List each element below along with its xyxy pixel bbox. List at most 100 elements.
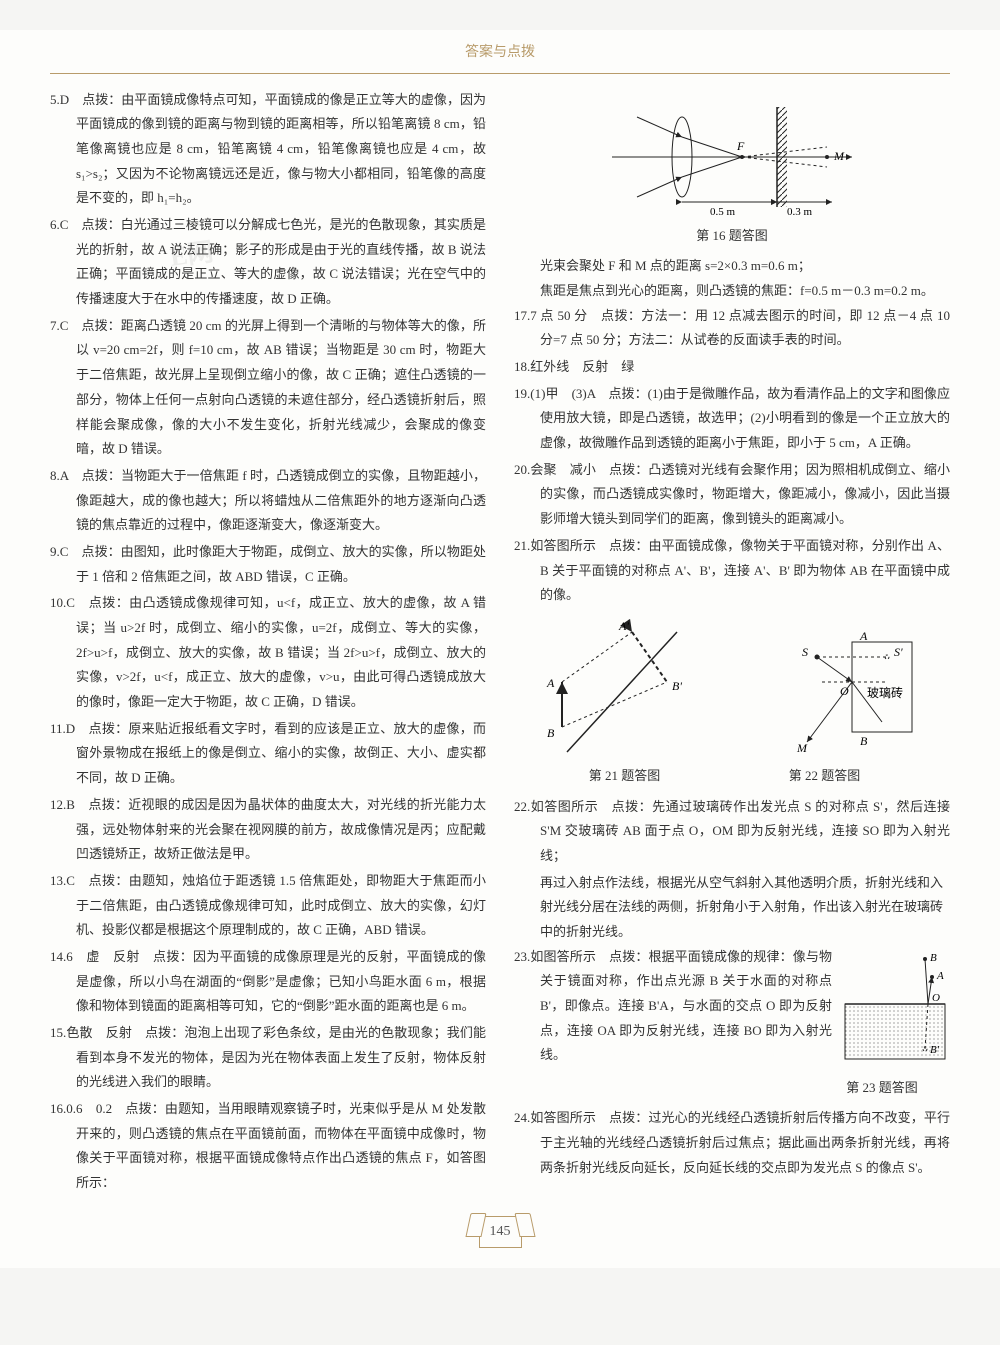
item-22-cont: 再过入射点作法线，根据光从空气斜射入其他透明介质，折射光线和入射光线分居在法线的… <box>514 871 950 945</box>
item-text: B 点拨：近视眼的成因是因为晶状体的曲度太大，对光线的折光能力太强，远处物体射来… <box>66 797 486 861</box>
item-number: 7. <box>50 318 60 333</box>
item-number: 15. <box>50 1025 66 1040</box>
figure-22-svg: 玻璃砖 A B S S' O M <box>722 612 927 762</box>
figure-22-wrap: 玻璃砖 A B S S' O M <box>722 612 927 789</box>
item-text: D 点拨：由平面镜成像特点可知，平面镜成的像是正立等大的虚像，因为平面镜成的像到… <box>60 92 486 206</box>
figure-21-caption: 第 21 题答图 <box>537 764 712 789</box>
item-text: 如图答所示 点拨：根据平面镜成像的规律：像与物关于镜面对称，作出点光源 B 关于… <box>530 949 832 1063</box>
figure-23-caption: 第 23 题答图 <box>840 1076 950 1101</box>
item-text: 色散 反射 点拨：泡泡上出现了彩色条纹，是由光的色散现象；我们能看到本身不发光的… <box>66 1025 486 1089</box>
item-text: C 点拨：距离凸透镜 20 cm 的光屏上得到一个清晰的与物体等大的像，所以 v… <box>60 318 486 456</box>
right-column: F M 0.5 m 0.3 m 第 16 题答图 光束会聚处 F 和 M 点的距… <box>514 88 950 1198</box>
label-S: S <box>802 645 808 659</box>
item-text: C 点拨：由题知，烛焰位于距透镜 1.5 倍焦距处，即物距大于焦距而小于二倍焦距… <box>66 873 486 937</box>
item-text: C 点拨：由图知，此时像距大于物距，成倒立、放大的实像，所以物距处于 1 倍和 … <box>60 544 486 584</box>
label-M: M <box>833 149 845 163</box>
label-Sp: S' <box>894 645 903 659</box>
item-text: 7 点 50 分 点拨：方法一：用 12 点减去图示的时间，即 12 点－4 点… <box>530 308 950 348</box>
item-number: 19. <box>514 386 530 401</box>
answer-item-21: 21.如答图所示 点拨：由平面镜成像，像物关于平面镜对称，分别作出 A、B 关于… <box>514 534 950 608</box>
label-F: F <box>736 139 745 153</box>
page-number: 145 <box>479 1216 522 1249</box>
answer-item-20: 20.会聚 减小 点拨：凸透镜对光线有会聚作用；因为照相机成倒立、缩小的实像，而… <box>514 458 950 532</box>
item-text: D 点拨：原来贴近报纸看文字时，看到的应该是正立、放大的虚像，而窗外景物成在报纸… <box>66 721 486 785</box>
answer-item-8: 8.A 点拨：当物距大于一倍焦距 f 时，凸透镜成倒立的实像，且物距越小，像距越… <box>50 464 486 538</box>
item-number: 17. <box>514 308 530 323</box>
answer-item-22: 22.如答图所示 点拨：先通过玻璃砖作出发光点 S 的对称点 S'，然后连接 S… <box>514 795 950 869</box>
figure-23-svg: B A O B' <box>840 949 950 1074</box>
figure-21-svg: A B A' B' <box>537 612 712 762</box>
fig16-followup-line2: 焦距是焦点到光心的距离，则凸透镜的焦距：f=0.5 m－0.3 m=0.2 m。 <box>514 279 950 304</box>
item-text: 如答图所示 点拨：由平面镜成像，像物关于平面镜对称，分别作出 A、B 关于平面镜… <box>530 538 950 602</box>
answer-item-5: 5.D 点拨：由平面镜成像特点可知，平面镜成的像是正立等大的虚像，因为平面镜成的… <box>50 88 486 211</box>
label-B23: B <box>930 952 937 964</box>
answer-item-23: B A O B' 第 23 题答图 <box>514 945 950 1105</box>
label-B: B <box>547 726 555 740</box>
figure-22-caption: 第 22 题答图 <box>722 764 927 789</box>
figure-16: F M 0.5 m 0.3 m 第 16 题答图 <box>514 92 950 249</box>
item-number: 5. <box>50 92 60 107</box>
item-text: 6 虚 反射 点拨：因为平面镜的成像原理是光的反射，平面镜成的像是虚像，所以小鸟… <box>66 949 486 1013</box>
figure-23: B A O B' 第 23 题答图 <box>840 949 950 1101</box>
item-text: 如答图所示 点拨：过光心的光线经凸透镜折射后传播方向不改变，平行于主光轴的光线经… <box>530 1110 950 1174</box>
item-text: 0.6 0.2 点拨：由题知，当用眼睛观察镜子时，光束似乎是从 M 处发散开来的… <box>66 1101 486 1190</box>
label-A23: A <box>936 970 944 982</box>
label-O: O <box>840 684 849 698</box>
answer-item-15: 15.色散 反射 点拨：泡泡上出现了彩色条纹，是由光的色散现象；我们能看到本身不… <box>50 1021 486 1095</box>
figure-21-wrap: A B A' B' 第 21 题答图 <box>537 612 712 789</box>
item-number: 22. <box>514 799 530 814</box>
answer-item-12: 12.B 点拨：近视眼的成因是因为晶状体的曲度太大，对光线的折光能力太强，远处物… <box>50 793 486 867</box>
label-Ap: A' <box>618 619 629 633</box>
page-header-title: 答案与点拨 <box>50 40 950 67</box>
item-number: 21. <box>514 538 530 553</box>
label-glass: 玻璃砖 <box>867 685 903 700</box>
item-number: 14. <box>50 949 66 964</box>
item-number: 20. <box>514 462 530 477</box>
fig16-followup-line1: 光束会聚处 F 和 M 点的距离 s=2×0.3 m=0.6 m； <box>514 254 950 279</box>
item-number: 12. <box>50 797 66 812</box>
page: E网 答案与点拨 5.D 点拨：由平面镜成像特点可知，平面镜成的像是正立等大的虚… <box>0 30 1000 1268</box>
item-number: 13. <box>50 873 66 888</box>
label-A: A <box>546 676 555 690</box>
item-number: 10. <box>50 595 66 610</box>
answer-item-18: 18.红外线 反射 绿 <box>514 355 950 380</box>
answer-item-24: 24.如答图所示 点拨：过光心的光线经凸透镜折射后传播方向不改变，平行于主光轴的… <box>514 1106 950 1180</box>
item-number: 16. <box>50 1101 66 1116</box>
label-O23: O <box>932 992 940 1004</box>
answer-item-11: 11.D 点拨：原来贴近报纸看文字时，看到的应该是正立、放大的虚像，而窗外景物成… <box>50 717 486 791</box>
header-rule <box>50 73 950 74</box>
answer-item-14: 14.6 虚 反射 点拨：因为平面镜的成像原理是光的反射，平面镜成的像是虚像，所… <box>50 945 486 1019</box>
answer-item-19: 19.(1)甲 (3)A 点拨：(1)由于是微雕作品，故为看清作品上的文字和图像… <box>514 382 950 456</box>
item-text: C 点拨：由凸透镜成像规律可知，u<f，成正立、放大的虚像，故 A 错误；当 u… <box>66 595 486 709</box>
item-number: 6. <box>50 217 60 232</box>
left-column: 5.D 点拨：由平面镜成像特点可知，平面镜成的像是正立等大的虚像，因为平面镜成的… <box>50 88 486 1198</box>
label-A22: A <box>859 629 868 643</box>
figure-16-caption: 第 16 题答图 <box>514 224 950 249</box>
item-text: A 点拨：当物距大于一倍焦距 f 时，凸透镜成倒立的实像，且物距越小，像距越大，… <box>60 468 486 532</box>
answer-item-10: 10.C 点拨：由凸透镜成像规律可知，u<f，成正立、放大的虚像，故 A 错误；… <box>50 591 486 714</box>
answer-item-6: 6.C 点拨：白光通过三棱镜可以分解成七色光，是光的色散现象，其实质是光的折射，… <box>50 213 486 312</box>
label-Bp: B' <box>672 679 682 693</box>
answer-item-9: 9.C 点拨：由图知，此时像距大于物距，成倒立、放大的实像，所以物距处于 1 倍… <box>50 540 486 589</box>
label-Bp23: B' <box>930 1044 940 1056</box>
page-number-area: 145 <box>50 1216 950 1249</box>
item-number: 23. <box>514 949 530 964</box>
figure-21-22: A B A' B' 第 21 题答图 <box>514 612 950 789</box>
item-text: (1)甲 (3)A 点拨：(1)由于是微雕作品，故为看清作品上的文字和图像应使用… <box>530 386 950 450</box>
dim-05: 0.5 m <box>710 206 736 218</box>
item-number: 9. <box>50 544 60 559</box>
answer-item-17: 17.7 点 50 分 点拨：方法一：用 12 点减去图示的时间，即 12 点－… <box>514 304 950 353</box>
answer-item-7: 7.C 点拨：距离凸透镜 20 cm 的光屏上得到一个清晰的与物体等大的像，所以… <box>50 314 486 462</box>
answer-item-13: 13.C 点拨：由题知，烛焰位于距透镜 1.5 倍焦距处，即物距大于焦距而小于二… <box>50 869 486 943</box>
item-text: 红外线 反射 绿 <box>530 359 634 374</box>
dim-03: 0.3 m <box>787 206 813 218</box>
item-number: 24. <box>514 1110 530 1125</box>
item-number: 8. <box>50 468 60 483</box>
item-number: 11. <box>50 721 66 736</box>
item-number: 18. <box>514 359 530 374</box>
label-B22: B <box>860 734 868 748</box>
item-text: C 点拨：白光通过三棱镜可以分解成七色光，是光的色散现象，其实质是光的折射，故 … <box>60 217 486 306</box>
item-text: 如答图所示 点拨：先通过玻璃砖作出发光点 S 的对称点 S'，然后连接 S'M … <box>530 799 950 863</box>
two-column-layout: 5.D 点拨：由平面镜成像特点可知，平面镜成的像是正立等大的虚像，因为平面镜成的… <box>50 88 950 1198</box>
answer-item-16: 16.0.6 0.2 点拨：由题知，当用眼睛观察镜子时，光束似乎是从 M 处发散… <box>50 1097 486 1196</box>
